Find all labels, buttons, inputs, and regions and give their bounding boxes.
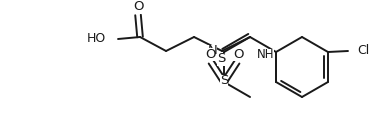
Text: O: O [205, 48, 215, 61]
Text: HO: HO [87, 32, 106, 45]
Text: O: O [133, 1, 143, 14]
Text: O: O [233, 48, 243, 61]
Text: Cl: Cl [357, 45, 369, 58]
Text: S: S [217, 52, 225, 65]
Text: S: S [220, 75, 228, 88]
Text: N: N [207, 45, 217, 58]
Text: NH: NH [257, 48, 274, 62]
